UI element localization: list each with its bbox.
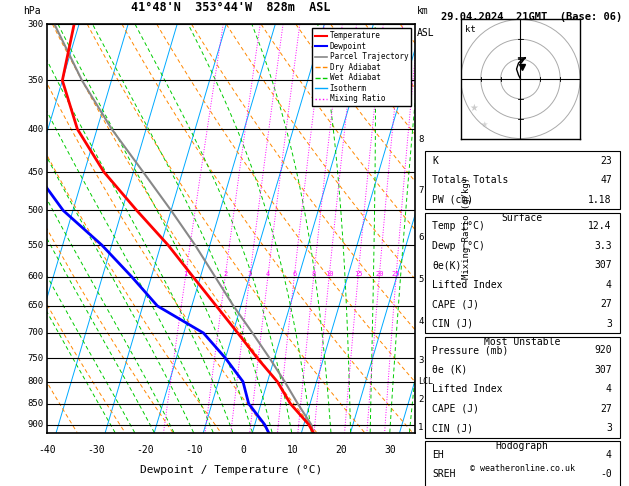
Text: 8: 8 [311,271,316,277]
Text: 4: 4 [606,279,612,290]
Text: Surface: Surface [501,212,543,223]
Text: 27: 27 [600,403,612,414]
Text: 600: 600 [28,272,43,281]
Text: Totals Totals: Totals Totals [432,175,509,185]
Text: 6: 6 [418,233,423,242]
Text: ★: ★ [469,103,477,113]
Text: Temp (°C): Temp (°C) [432,221,485,231]
Text: 8: 8 [418,136,423,144]
Text: CAPE (J): CAPE (J) [432,299,479,309]
Text: EH: EH [432,450,444,460]
Text: 4: 4 [606,450,612,460]
Text: θe(K): θe(K) [432,260,462,270]
Legend: Temperature, Dewpoint, Parcel Trajectory, Dry Adiabat, Wet Adiabat, Isotherm, Mi: Temperature, Dewpoint, Parcel Trajectory… [312,28,411,106]
Text: 47: 47 [600,175,612,185]
Text: 15: 15 [353,271,362,277]
Text: 2: 2 [418,395,423,404]
Text: 900: 900 [28,420,43,429]
Text: 500: 500 [28,206,43,215]
Text: -10: -10 [186,445,203,455]
Text: ASL: ASL [417,28,435,38]
Text: PW (cm): PW (cm) [432,194,474,205]
Text: Lifted Index: Lifted Index [432,279,503,290]
Text: 2: 2 [223,271,227,277]
Text: 450: 450 [28,168,43,176]
Text: Dewp (°C): Dewp (°C) [432,241,485,251]
Text: 23: 23 [600,156,612,166]
Bar [425,441,620,486]
Text: 400: 400 [28,124,43,134]
Text: LCL: LCL [418,377,433,386]
Text: 5: 5 [418,276,423,284]
Text: 12.4: 12.4 [588,221,612,231]
Text: Pressure (mb): Pressure (mb) [432,345,509,355]
Text: hPa: hPa [23,6,41,16]
Text: 1: 1 [183,271,187,277]
Text: 350: 350 [28,76,43,85]
Text: km: km [417,6,429,16]
Text: 27: 27 [600,299,612,309]
Text: 30: 30 [385,445,396,455]
Text: 920: 920 [594,345,612,355]
Text: 25: 25 [392,271,400,277]
Text: 550: 550 [28,241,43,250]
Text: 41°48'N  353°44'W  828m  ASL: 41°48'N 353°44'W 828m ASL [131,1,331,14]
Bar [425,213,620,333]
Text: 800: 800 [28,377,43,386]
Text: 300: 300 [28,20,43,29]
Bar [425,337,620,438]
Text: 10: 10 [325,271,333,277]
Text: 7: 7 [418,187,423,195]
Text: 3: 3 [248,271,252,277]
Text: 10: 10 [287,445,298,455]
Text: CIN (J): CIN (J) [432,318,474,329]
Text: 650: 650 [28,301,43,311]
Text: 1.18: 1.18 [588,194,612,205]
Text: -30: -30 [87,445,105,455]
Text: 4: 4 [606,384,612,394]
Text: θe (K): θe (K) [432,364,467,375]
Text: Mixing Ratio (g/kg): Mixing Ratio (g/kg) [462,177,471,279]
Text: 307: 307 [594,260,612,270]
Text: 1: 1 [418,423,423,432]
Text: 307: 307 [594,364,612,375]
Text: 20: 20 [375,271,384,277]
Text: 4: 4 [265,271,270,277]
Text: 3: 3 [418,356,423,365]
Text: 3: 3 [606,318,612,329]
Text: 0: 0 [240,445,247,455]
Text: Hodograph: Hodograph [496,441,548,451]
Text: 700: 700 [28,329,43,337]
Text: -0: -0 [600,469,612,479]
Text: Dewpoint / Temperature (°C): Dewpoint / Temperature (°C) [140,465,322,475]
Text: 3: 3 [606,423,612,433]
Text: -40: -40 [38,445,56,455]
Text: CAPE (J): CAPE (J) [432,403,479,414]
Text: Lifted Index: Lifted Index [432,384,503,394]
Text: -20: -20 [136,445,154,455]
Text: K: K [432,156,438,166]
Bar [425,151,620,209]
Text: 750: 750 [28,354,43,363]
Text: 3.3: 3.3 [594,241,612,251]
Text: CIN (J): CIN (J) [432,423,474,433]
Text: SREH: SREH [432,469,456,479]
Text: © weatheronline.co.uk: © weatheronline.co.uk [470,464,574,473]
Text: 20: 20 [336,445,347,455]
Text: ★: ★ [481,120,488,129]
Text: kt: kt [465,25,476,35]
Text: 6: 6 [292,271,296,277]
Text: 29.04.2024  21GMT  (Base: 06): 29.04.2024 21GMT (Base: 06) [441,12,622,22]
Text: 4: 4 [418,317,423,326]
Text: Most Unstable: Most Unstable [484,336,560,347]
Text: 850: 850 [28,399,43,408]
